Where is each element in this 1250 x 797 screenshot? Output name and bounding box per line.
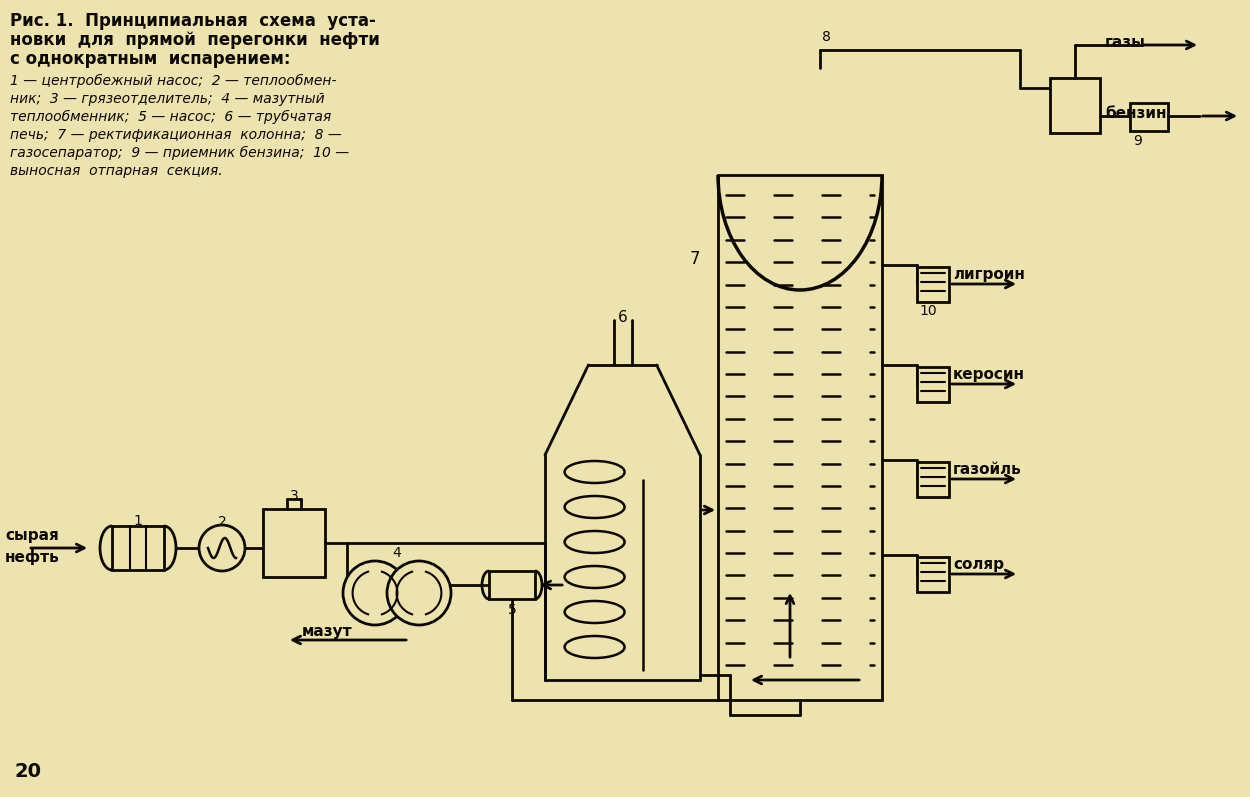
Text: лигроин: лигроин — [952, 267, 1025, 282]
Text: теплообменник;  5 — насос;  6 — трубчатая: теплообменник; 5 — насос; 6 — трубчатая — [10, 110, 331, 124]
Text: 5: 5 — [508, 603, 516, 617]
Text: сырая: сырая — [5, 528, 59, 543]
Text: 6: 6 — [618, 310, 628, 325]
Bar — [1130, 103, 1168, 131]
Text: бензин: бензин — [1105, 106, 1166, 121]
Text: с однократным  испарением:: с однократным испарением: — [10, 50, 290, 68]
Text: 1 — центробежный насос;  2 — теплообмен-: 1 — центробежный насос; 2 — теплообмен- — [10, 74, 336, 88]
Text: соляр: соляр — [952, 557, 1004, 572]
Text: 10: 10 — [919, 304, 936, 318]
Text: печь;  7 — ректификационная  колонна;  8 —: печь; 7 — ректификационная колонна; 8 — — [10, 128, 341, 142]
Text: 1: 1 — [134, 514, 142, 528]
Text: 8: 8 — [822, 30, 831, 44]
Text: газы: газы — [1105, 35, 1146, 50]
Text: выносная  отпарная  секция.: выносная отпарная секция. — [10, 164, 222, 178]
Text: новки  для  прямой  перегонки  нефти: новки для прямой перегонки нефти — [10, 31, 380, 49]
Bar — [918, 267, 949, 302]
Text: 2: 2 — [217, 515, 226, 529]
Text: 4: 4 — [392, 546, 401, 560]
Bar — [918, 557, 949, 592]
Bar — [918, 367, 949, 402]
Bar — [1050, 78, 1100, 133]
Text: 3: 3 — [290, 489, 299, 503]
Text: нефть: нефть — [5, 549, 60, 565]
Text: керосин: керосин — [952, 367, 1025, 382]
Bar — [489, 571, 535, 599]
Bar — [262, 509, 325, 577]
Text: мазут: мазут — [302, 624, 352, 639]
Bar — [718, 175, 882, 700]
Circle shape — [199, 525, 245, 571]
Text: ник;  3 — грязеотделитель;  4 — мазутный: ник; 3 — грязеотделитель; 4 — мазутный — [10, 92, 325, 106]
Text: 20: 20 — [14, 762, 41, 781]
Circle shape — [388, 561, 451, 625]
Bar — [918, 462, 949, 497]
Bar — [112, 526, 164, 570]
Text: 9: 9 — [1132, 134, 1142, 148]
Text: газойль: газойль — [952, 462, 1021, 477]
Text: Рис. 1.  Принципиальная  схема  уста-: Рис. 1. Принципиальная схема уста- — [10, 12, 376, 30]
Text: 7: 7 — [690, 250, 700, 268]
Circle shape — [342, 561, 408, 625]
Text: газосепаратор;  9 — приемник бензина;  10 —: газосепаратор; 9 — приемник бензина; 10 … — [10, 146, 349, 160]
